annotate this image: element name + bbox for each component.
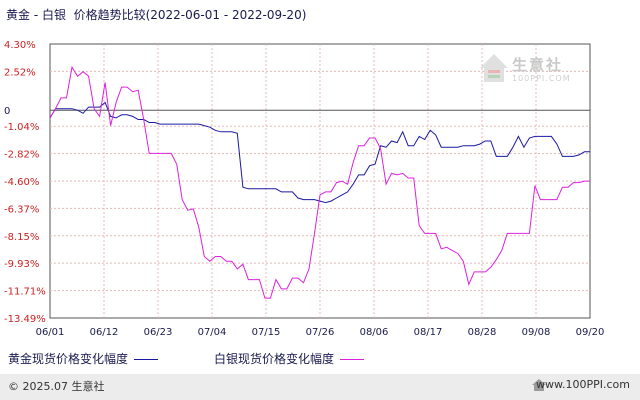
x-tick-label: 08/17 (414, 327, 443, 338)
y-tick-label: 4.30% (4, 40, 36, 51)
x-tick-label: 07/15 (252, 327, 281, 338)
y-tick-label: -11.71% (4, 287, 46, 298)
watermark-name: 生意社 (512, 56, 564, 74)
legend-silver-label: 白银现货价格变化幅度 (214, 352, 335, 366)
y-tick-label: -2.82% (4, 150, 39, 161)
gold-series-line (49, 101, 590, 204)
legend-gold-label: 黄金现货价格变化幅度 (8, 352, 129, 366)
watermark-house-icon (480, 54, 508, 82)
legend-gold: 黄金现货价格变化幅度 (8, 350, 159, 367)
x-tick-label: 06/01 (36, 327, 65, 338)
x-tick-label: 08/06 (360, 327, 389, 338)
x-tick-label: 09/20 (576, 327, 605, 338)
axes: 06/01 06/12 06/23 07/04 07/15 07/26 08/06 08/17… (4, 40, 604, 338)
series-lines (49, 65, 590, 299)
y-tick-label: -9.93% (4, 259, 39, 270)
grid (50, 44, 590, 318)
copyright-text: © 2025.07 生意社 (8, 380, 105, 393)
y-tick-label: -13.49% (4, 314, 46, 325)
x-tick-label: 09/08 (522, 327, 551, 338)
x-tick-label: 07/26 (306, 327, 335, 338)
watermark-url: 100PPI.COM (512, 74, 571, 83)
x-tick-label: 06/12 (90, 327, 119, 338)
site-url-link[interactable]: www.100PPI.com (536, 378, 630, 391)
y-tick-label: -4.60% (4, 177, 39, 188)
x-tick-label: 07/04 (198, 327, 227, 338)
y-tick-label: -8.15% (4, 232, 39, 243)
y-tick-label: -6.37% (4, 204, 39, 215)
y-tick-label: -1.04% (4, 122, 39, 133)
legend-silver: 白银现货价格变化幅度 (214, 350, 365, 367)
x-tick-label: 08/28 (468, 327, 497, 338)
y-tick-label: 2.52% (4, 67, 36, 78)
x-tick-label: 06/23 (144, 327, 173, 338)
silver-series-line (49, 65, 590, 299)
chart-title: 黄金 - 白银 价格趋势比较(2022-06-01 - 2022-09-20) (6, 8, 307, 22)
y-tick-label: 0 (4, 106, 10, 117)
footer-bar (0, 374, 640, 400)
legend-gold-swatch (134, 359, 159, 360)
site-logo-icon (532, 379, 546, 391)
legend-silver-swatch (340, 359, 365, 360)
